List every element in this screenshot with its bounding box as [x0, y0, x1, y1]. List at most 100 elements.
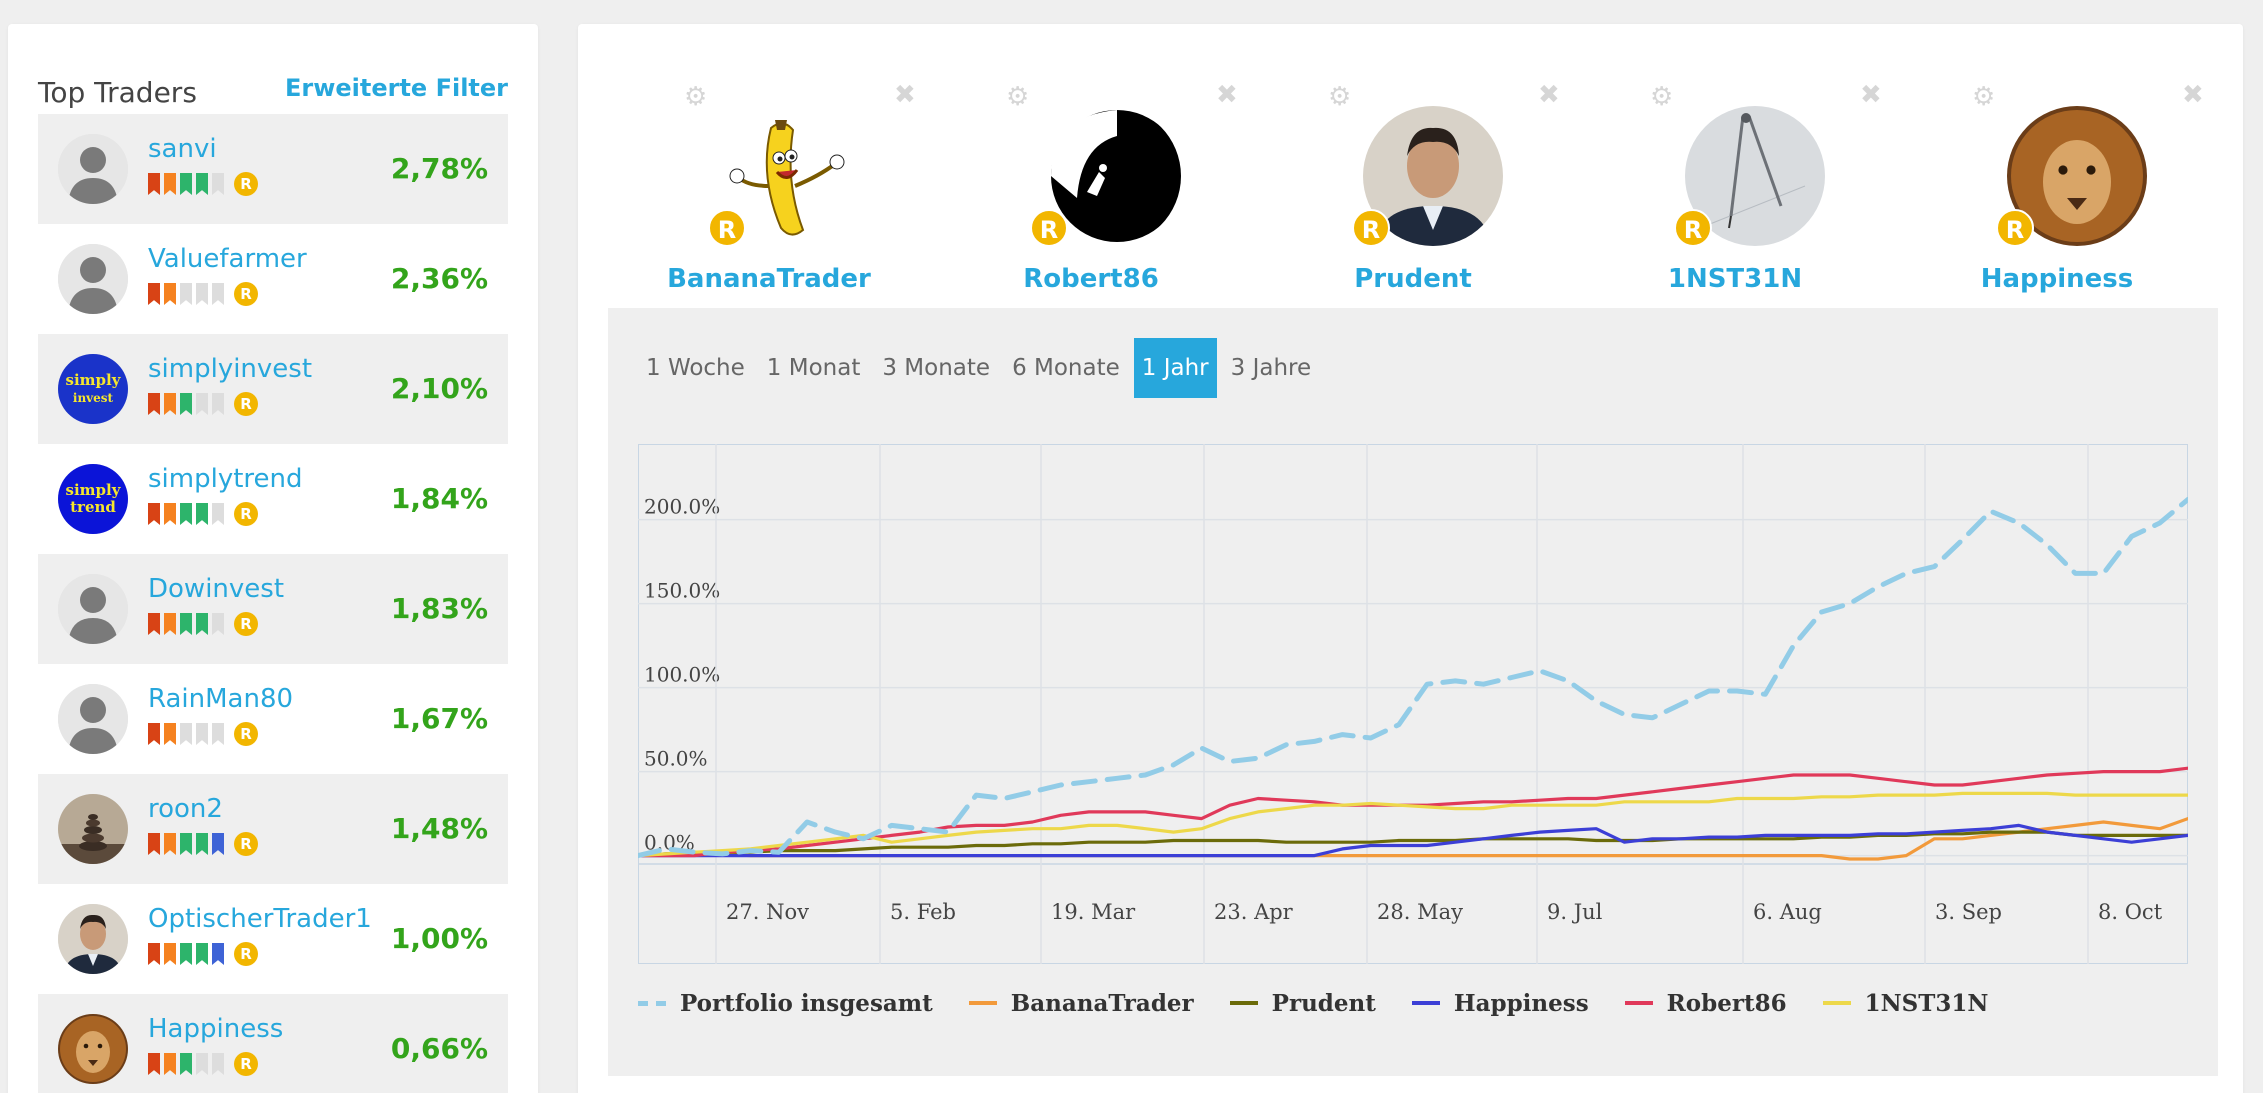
trader-row[interactable]: simply trend simplytrend R 1,84%: [38, 444, 508, 554]
legend-item[interactable]: Portfolio insgesamt: [638, 990, 933, 1017]
compare-trader-name[interactable]: Prudent: [1354, 264, 1472, 294]
legend-item[interactable]: 1NST31N: [1822, 990, 1988, 1017]
rating-flags: R: [148, 832, 258, 856]
gear-icon[interactable]: ⚙: [1328, 82, 1352, 112]
trader-row[interactable]: roon2 R 1,48%: [38, 774, 508, 884]
compare-trader-name[interactable]: Happiness: [1980, 264, 2134, 294]
trader-name-link[interactable]: Happiness: [148, 1014, 284, 1044]
x-tick-label: 19. Mar: [1051, 900, 1136, 924]
compare-trader-name[interactable]: BananaTrader: [667, 264, 871, 294]
compare-trader-name[interactable]: 1NST31N: [1667, 264, 1803, 294]
svg-text:invest: invest: [73, 391, 114, 405]
trader-name-link[interactable]: simplyinvest: [148, 354, 313, 384]
legend-item[interactable]: Happiness: [1411, 989, 1589, 1017]
panel-title: Top Traders: [38, 76, 197, 109]
rating-badge-icon: R: [234, 282, 258, 306]
trader-name-link[interactable]: roon2: [148, 794, 223, 824]
gear-icon[interactable]: ⚙: [1650, 82, 1674, 112]
rating-flag-icon: [180, 1053, 192, 1075]
range-tab[interactable]: 1 Monat: [766, 355, 861, 381]
series-line-1nst31n[interactable]: [638, 791, 2188, 858]
rating-flags: R: [148, 502, 258, 526]
trader-avatar[interactable]: [58, 684, 128, 754]
close-icon[interactable]: ✖: [1860, 80, 1882, 110]
legend-item[interactable]: Prudent: [1229, 989, 1376, 1017]
series-line-prudent[interactable]: [638, 830, 2188, 858]
trader-avatar[interactable]: [58, 244, 128, 314]
gear-icon[interactable]: ⚙: [684, 82, 708, 112]
series-line-happiness[interactable]: [638, 823, 2188, 858]
trader-row[interactable]: OptischerTrader1 R 1,00%: [38, 884, 508, 994]
y-tick-label: 100.0%: [644, 663, 720, 687]
rating-flags: R: [148, 942, 258, 966]
rating-flag-icon: [164, 833, 176, 855]
compare-panel: ⚙ ✖ R BananaTrader ⚙ ✖ R Robert86 ⚙ ✖ R Prudent ⚙ ✖ R 1…: [578, 24, 2243, 1093]
rating-flag-icon: [164, 173, 176, 195]
trader-name-link[interactable]: RainMan80: [148, 684, 294, 714]
trader-name-link[interactable]: sanvi: [148, 134, 217, 164]
trader-avatar[interactable]: [58, 1014, 128, 1084]
close-icon[interactable]: ✖: [894, 80, 916, 110]
performance-chart[interactable]: 0.0%50.0%100.0%150.0%200.0%27. Nov 5. Feb…: [638, 444, 2188, 964]
range-tab[interactable]: 1 Jahr: [1133, 338, 1217, 398]
rating-flag-icon: [196, 503, 208, 525]
gear-icon[interactable]: ⚙: [1972, 82, 1996, 112]
y-tick-label: 150.0%: [644, 579, 720, 603]
y-tick-label: 200.0%: [644, 495, 720, 519]
range-tab[interactable]: 3 Monate: [882, 355, 991, 381]
close-icon[interactable]: ✖: [1538, 80, 1560, 110]
legend-item[interactable]: Robert86: [1624, 989, 1787, 1017]
trader-name-link[interactable]: Valuefarmer: [148, 244, 307, 274]
rating-flag-icon: [180, 173, 192, 195]
legend-label: Robert86: [1666, 989, 1787, 1017]
rating-flags: R: [148, 172, 258, 196]
rating-flag-icon: [196, 283, 208, 305]
trader-row[interactable]: simply invest simplyinvest R 2,10%: [38, 334, 508, 444]
rating-flag-icon: [148, 503, 160, 525]
trader-row[interactable]: RainMan80 R 1,67%: [38, 664, 508, 774]
advanced-filter-link[interactable]: Erweiterte Filter: [284, 74, 508, 102]
trader-name-link[interactable]: Dowinvest: [148, 574, 285, 604]
range-tab[interactable]: 6 Monate: [1012, 355, 1120, 381]
trader-avatar[interactable]: [58, 134, 128, 204]
legend-label: Happiness: [1453, 989, 1589, 1017]
legend-swatch: [1229, 1001, 1258, 1005]
trader-avatar[interactable]: simply trend: [58, 464, 128, 534]
trader-row[interactable]: Valuefarmer R 2,36%: [38, 224, 508, 334]
trader-name-link[interactable]: simplytrend: [148, 464, 303, 494]
trader-avatar[interactable]: [58, 574, 128, 644]
rating-flag-icon: [196, 943, 208, 965]
rating-flag-icon: [164, 393, 176, 415]
rating-flag-icon: [212, 723, 224, 745]
legend-item[interactable]: BananaTrader: [968, 990, 1194, 1017]
trader-avatar[interactable]: simply invest: [58, 354, 128, 424]
trader-avatar[interactable]: [58, 794, 128, 864]
trader-row[interactable]: Dowinvest R 1,83%: [38, 554, 508, 664]
range-tab[interactable]: 3 Jahre: [1230, 355, 1312, 381]
trader-row[interactable]: Happiness R 0,66%: [38, 994, 508, 1093]
compare-avatar[interactable]: [1363, 106, 1503, 246]
rating-flag-icon: [148, 833, 160, 855]
range-tab[interactable]: 1 Woche: [646, 355, 745, 381]
chart-legend: Portfolio insgesamt BananaTrader Prudent Ha…: [638, 968, 2024, 1038]
rating-flag-icon: [164, 283, 176, 305]
rating-flag-icon: [212, 503, 224, 525]
compare-trader-name[interactable]: Robert86: [1023, 264, 1159, 294]
rating-flag-icon: [148, 173, 160, 195]
rating-flag-icon: [148, 283, 160, 305]
trader-row[interactable]: sanvi R 2,78%: [38, 114, 508, 224]
trader-avatar[interactable]: [58, 904, 128, 974]
compare-avatar[interactable]: [1685, 106, 1825, 246]
close-icon[interactable]: ✖: [1216, 80, 1238, 110]
series-line-portfolio-insgesamt[interactable]: [638, 496, 2188, 859]
rating-flag-icon: [212, 943, 224, 965]
close-icon[interactable]: ✖: [2182, 80, 2204, 110]
x-tick-label: 5. Feb: [890, 900, 956, 924]
trader-name-link[interactable]: OptischerTrader1: [148, 904, 372, 934]
legend-swatch: [1624, 1001, 1653, 1005]
trader-performance: 1,84%: [390, 482, 488, 515]
gear-icon[interactable]: ⚙: [1006, 82, 1030, 112]
legend-swatch: [968, 1001, 997, 1005]
trader-list: sanvi R 2,78% Valuefarmer R 2,36% simply invest…: [38, 114, 508, 1093]
legend-label: Prudent: [1271, 989, 1376, 1017]
